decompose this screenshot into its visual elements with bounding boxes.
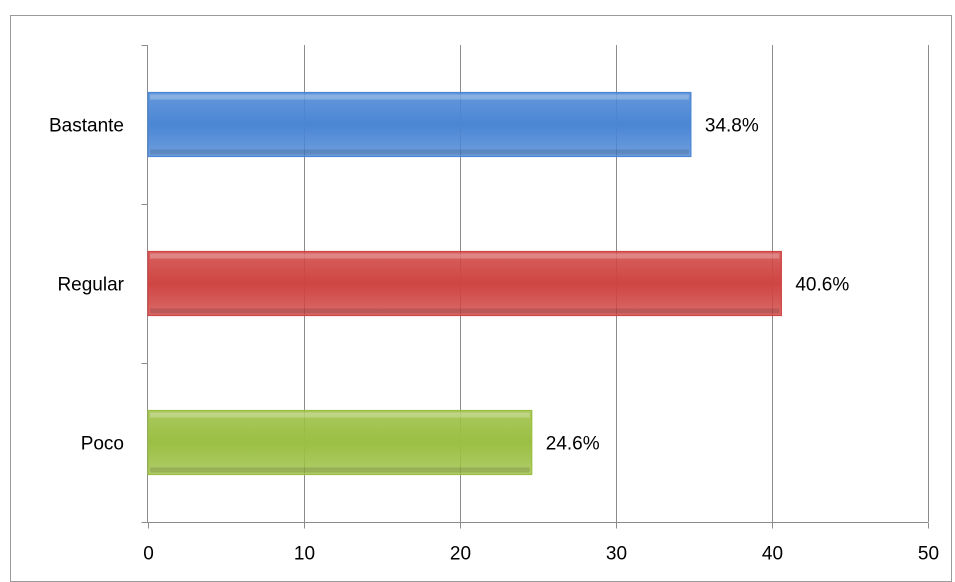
x-tick-label: 50: [918, 544, 939, 565]
bar-highlight: [150, 253, 780, 259]
bar-shadow: [150, 467, 530, 473]
bar-highlight: [150, 94, 689, 100]
bar-shadow: [150, 308, 780, 314]
x-tick-label: 0: [143, 544, 154, 565]
bar-bastante: [147, 91, 692, 158]
data-label: 24.6%: [546, 434, 600, 455]
bar-highlight: [150, 412, 530, 418]
x-tick-label: 40: [762, 544, 783, 565]
labels: 0 10 20 30 40 50 Bastante 34.8% Regular 40.6% Poco…: [49, 116, 939, 565]
x-tick-label: 10: [294, 544, 315, 565]
bar-regular: [147, 250, 782, 317]
category-label: Poco: [81, 434, 124, 455]
x-tick-label: 20: [450, 544, 471, 565]
category-label: Regular: [57, 275, 124, 296]
bar-poco: [147, 409, 533, 476]
bar-shadow: [150, 149, 689, 155]
x-tick-label: 30: [606, 544, 627, 565]
bars: [147, 91, 782, 476]
category-label: Bastante: [49, 116, 124, 137]
data-label: 40.6%: [795, 275, 849, 296]
data-label: 34.8%: [705, 116, 759, 137]
